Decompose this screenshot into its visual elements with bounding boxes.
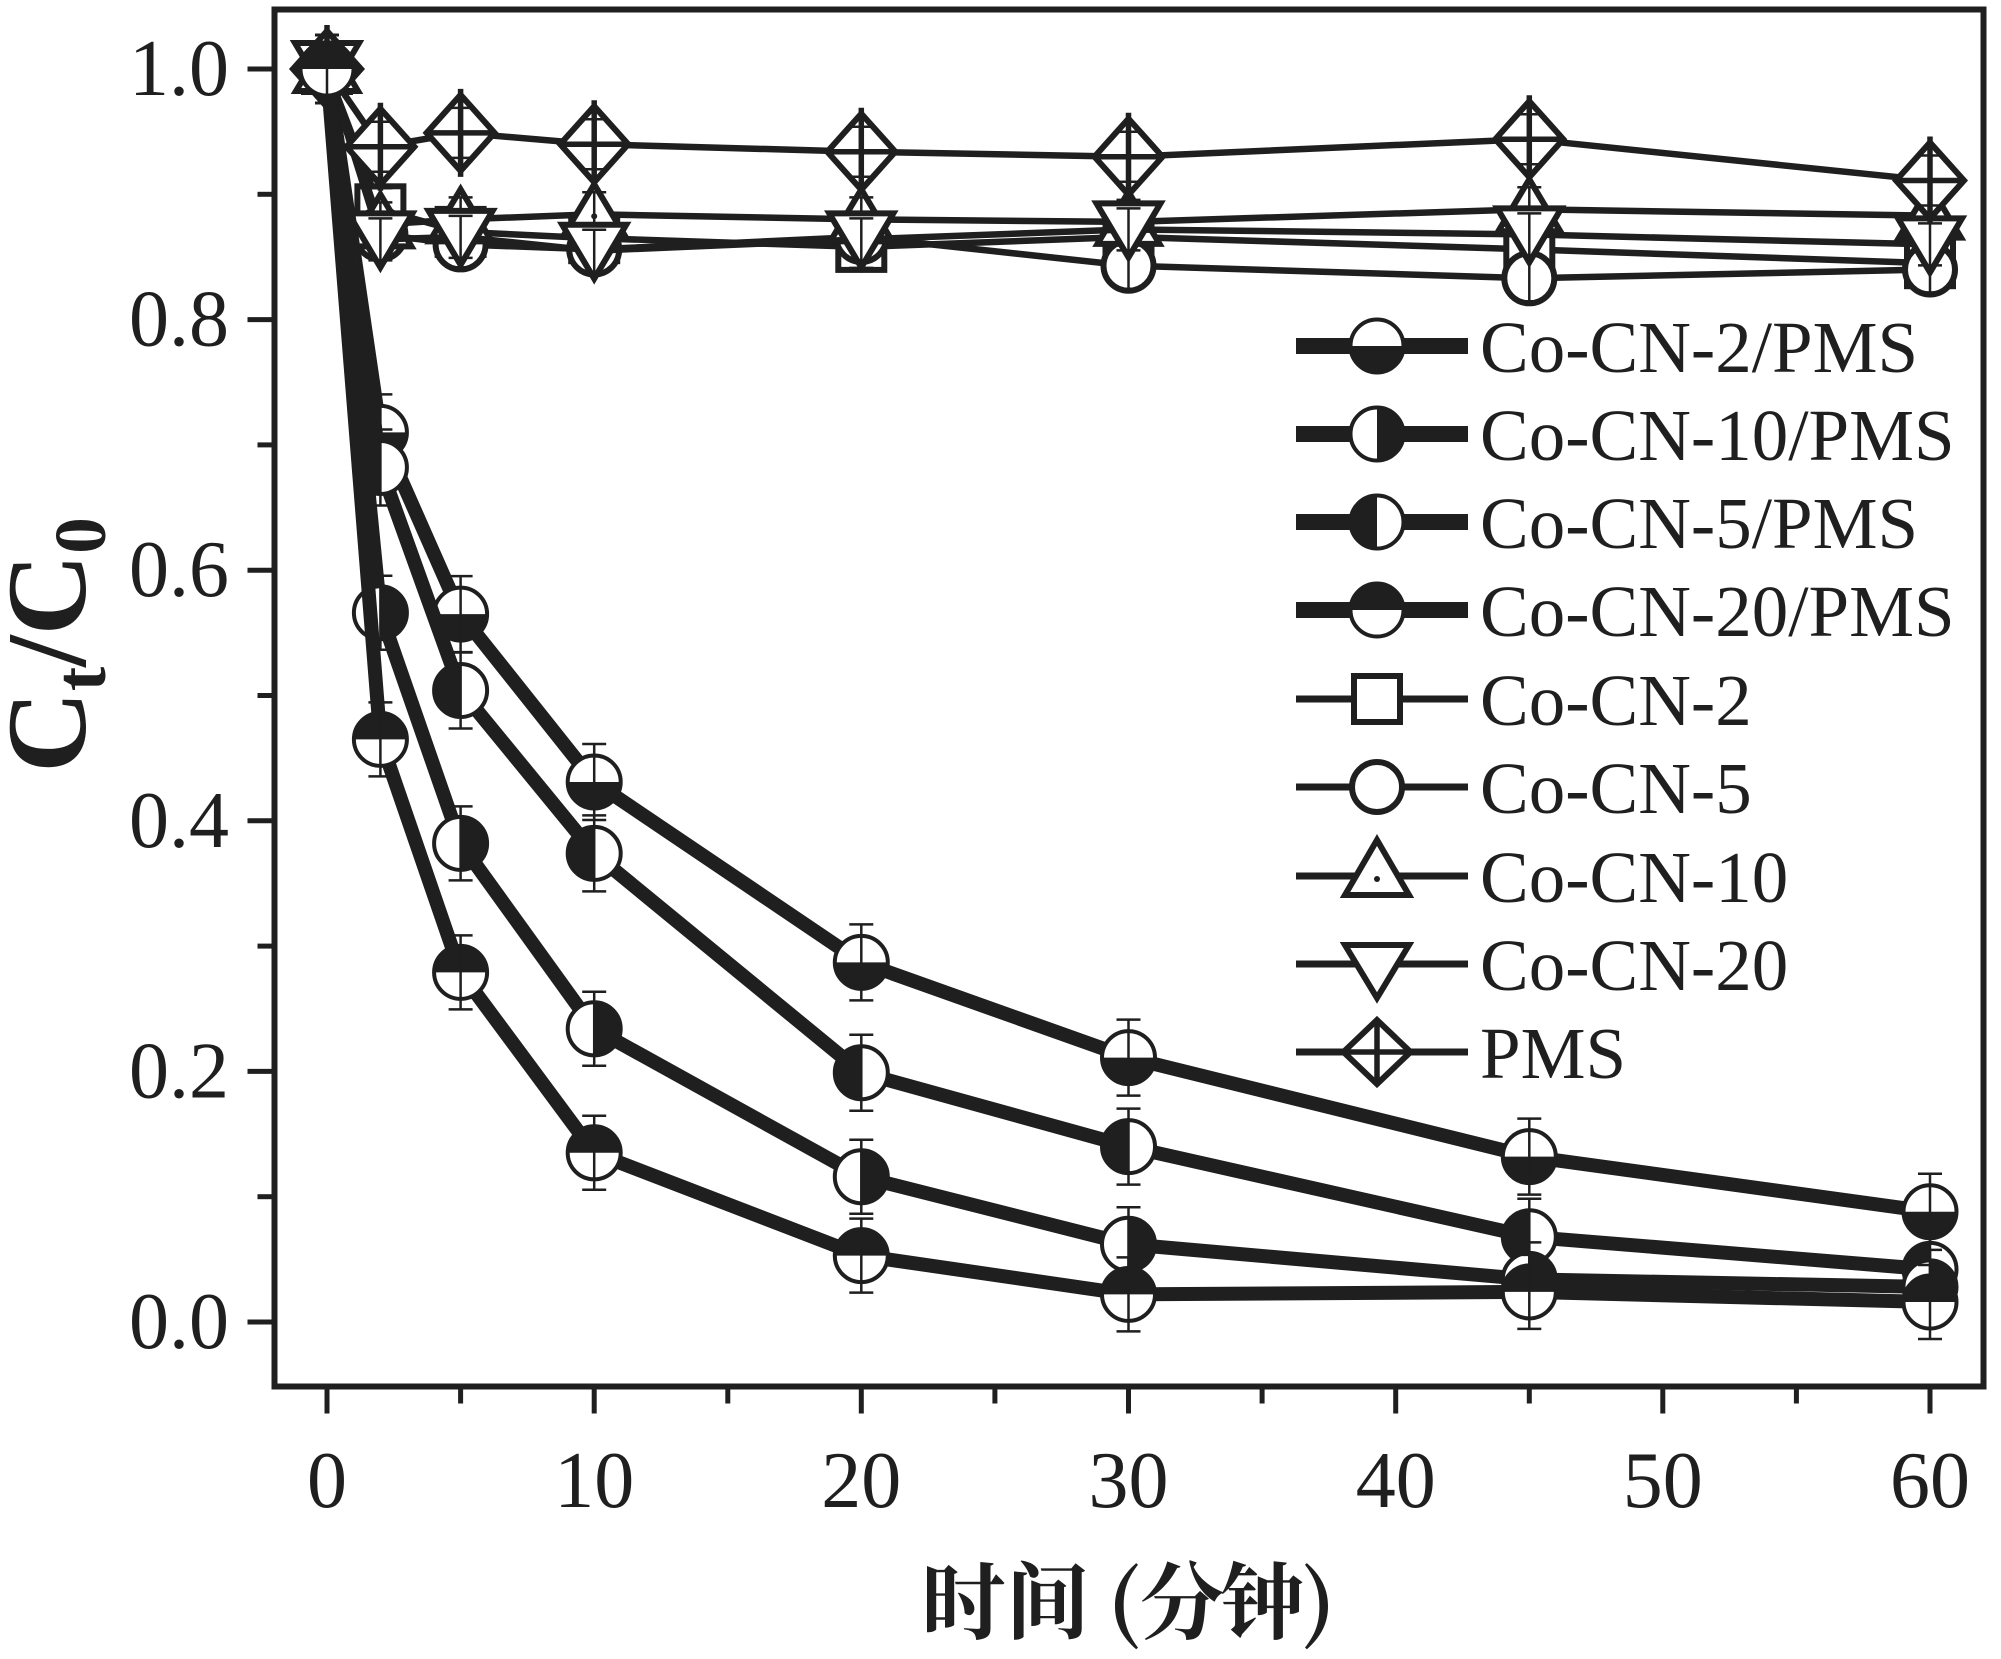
svg-text:50: 50 <box>1623 1437 1703 1525</box>
svg-text:Co-CN-10: Co-CN-10 <box>1480 837 1788 918</box>
svg-text:0.0: 0.0 <box>129 1278 229 1366</box>
svg-text:0.6: 0.6 <box>129 526 229 614</box>
svg-text:Co-CN-20: Co-CN-20 <box>1480 925 1788 1006</box>
svg-text:Co-CN-5/PMS: Co-CN-5/PMS <box>1480 483 1918 564</box>
svg-text:0.8: 0.8 <box>129 276 229 364</box>
svg-text:20: 20 <box>821 1437 901 1525</box>
svg-text:60: 60 <box>1890 1437 1970 1525</box>
svg-text:0.4: 0.4 <box>129 777 229 865</box>
svg-text:Co-CN-20/PMS: Co-CN-20/PMS <box>1480 571 1955 652</box>
svg-text:0.2: 0.2 <box>129 1027 229 1115</box>
svg-text:PMS: PMS <box>1480 1013 1626 1094</box>
svg-text:0: 0 <box>307 1437 347 1525</box>
svg-text:30: 30 <box>1089 1437 1169 1525</box>
svg-text:1.0: 1.0 <box>129 25 229 113</box>
svg-text:Co-CN-5: Co-CN-5 <box>1480 748 1752 829</box>
svg-text:Ct/C0: Ct/C0 <box>0 517 121 772</box>
svg-text:Co-CN-2/PMS: Co-CN-2/PMS <box>1480 307 1918 388</box>
svg-text:10: 10 <box>554 1437 634 1525</box>
svg-text:Co-CN-2: Co-CN-2 <box>1480 660 1752 741</box>
svg-text:40: 40 <box>1356 1437 1436 1525</box>
svg-text:Co-CN-10/PMS: Co-CN-10/PMS <box>1480 395 1955 476</box>
